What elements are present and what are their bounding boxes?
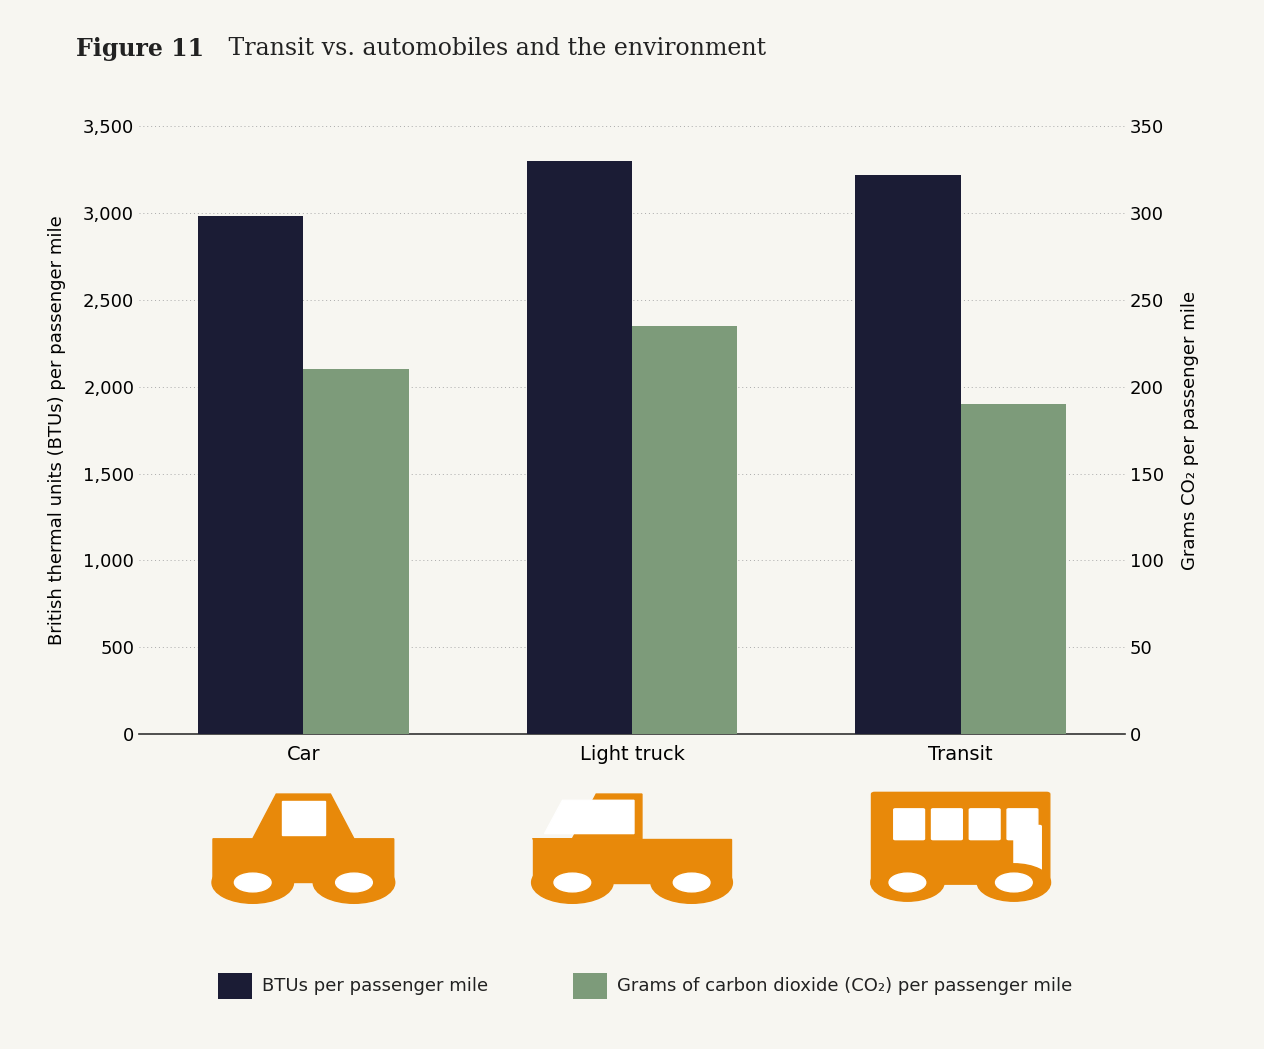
FancyBboxPatch shape bbox=[969, 809, 1000, 839]
Circle shape bbox=[234, 873, 270, 892]
Circle shape bbox=[313, 861, 394, 903]
FancyBboxPatch shape bbox=[573, 973, 607, 999]
Bar bbox=[856, 174, 961, 734]
Circle shape bbox=[996, 873, 1033, 892]
FancyBboxPatch shape bbox=[894, 809, 924, 839]
FancyBboxPatch shape bbox=[217, 973, 253, 999]
Bar bbox=[527, 160, 632, 734]
Circle shape bbox=[651, 861, 732, 903]
Circle shape bbox=[889, 873, 925, 892]
Circle shape bbox=[336, 873, 373, 892]
Circle shape bbox=[674, 873, 710, 892]
Bar bbox=[303, 369, 408, 734]
FancyBboxPatch shape bbox=[932, 809, 962, 839]
FancyBboxPatch shape bbox=[1007, 809, 1038, 839]
Y-axis label: British thermal units (BTUs) per passenger mile: British thermal units (BTUs) per passeng… bbox=[48, 215, 66, 645]
Bar bbox=[198, 216, 303, 734]
Circle shape bbox=[532, 861, 613, 903]
Circle shape bbox=[977, 863, 1050, 901]
Text: Figure 11: Figure 11 bbox=[76, 37, 204, 61]
Bar bbox=[632, 326, 737, 734]
Text: Grams of carbon dioxide (CO₂) per passenger mile: Grams of carbon dioxide (CO₂) per passen… bbox=[617, 977, 1072, 996]
Text: BTUs per passenger mile: BTUs per passenger mile bbox=[262, 977, 488, 996]
Polygon shape bbox=[545, 800, 635, 834]
Polygon shape bbox=[212, 794, 394, 882]
Polygon shape bbox=[532, 839, 732, 882]
Circle shape bbox=[554, 873, 590, 892]
Polygon shape bbox=[282, 801, 325, 835]
Circle shape bbox=[212, 861, 293, 903]
Y-axis label: Grams CO₂ per passenger mile: Grams CO₂ per passenger mile bbox=[1181, 291, 1198, 570]
Polygon shape bbox=[532, 794, 642, 839]
Text: Transit vs. automobiles and the environment: Transit vs. automobiles and the environm… bbox=[221, 37, 766, 60]
Circle shape bbox=[871, 863, 944, 901]
FancyBboxPatch shape bbox=[871, 792, 1050, 884]
FancyBboxPatch shape bbox=[1014, 826, 1042, 879]
Bar bbox=[961, 404, 1066, 734]
